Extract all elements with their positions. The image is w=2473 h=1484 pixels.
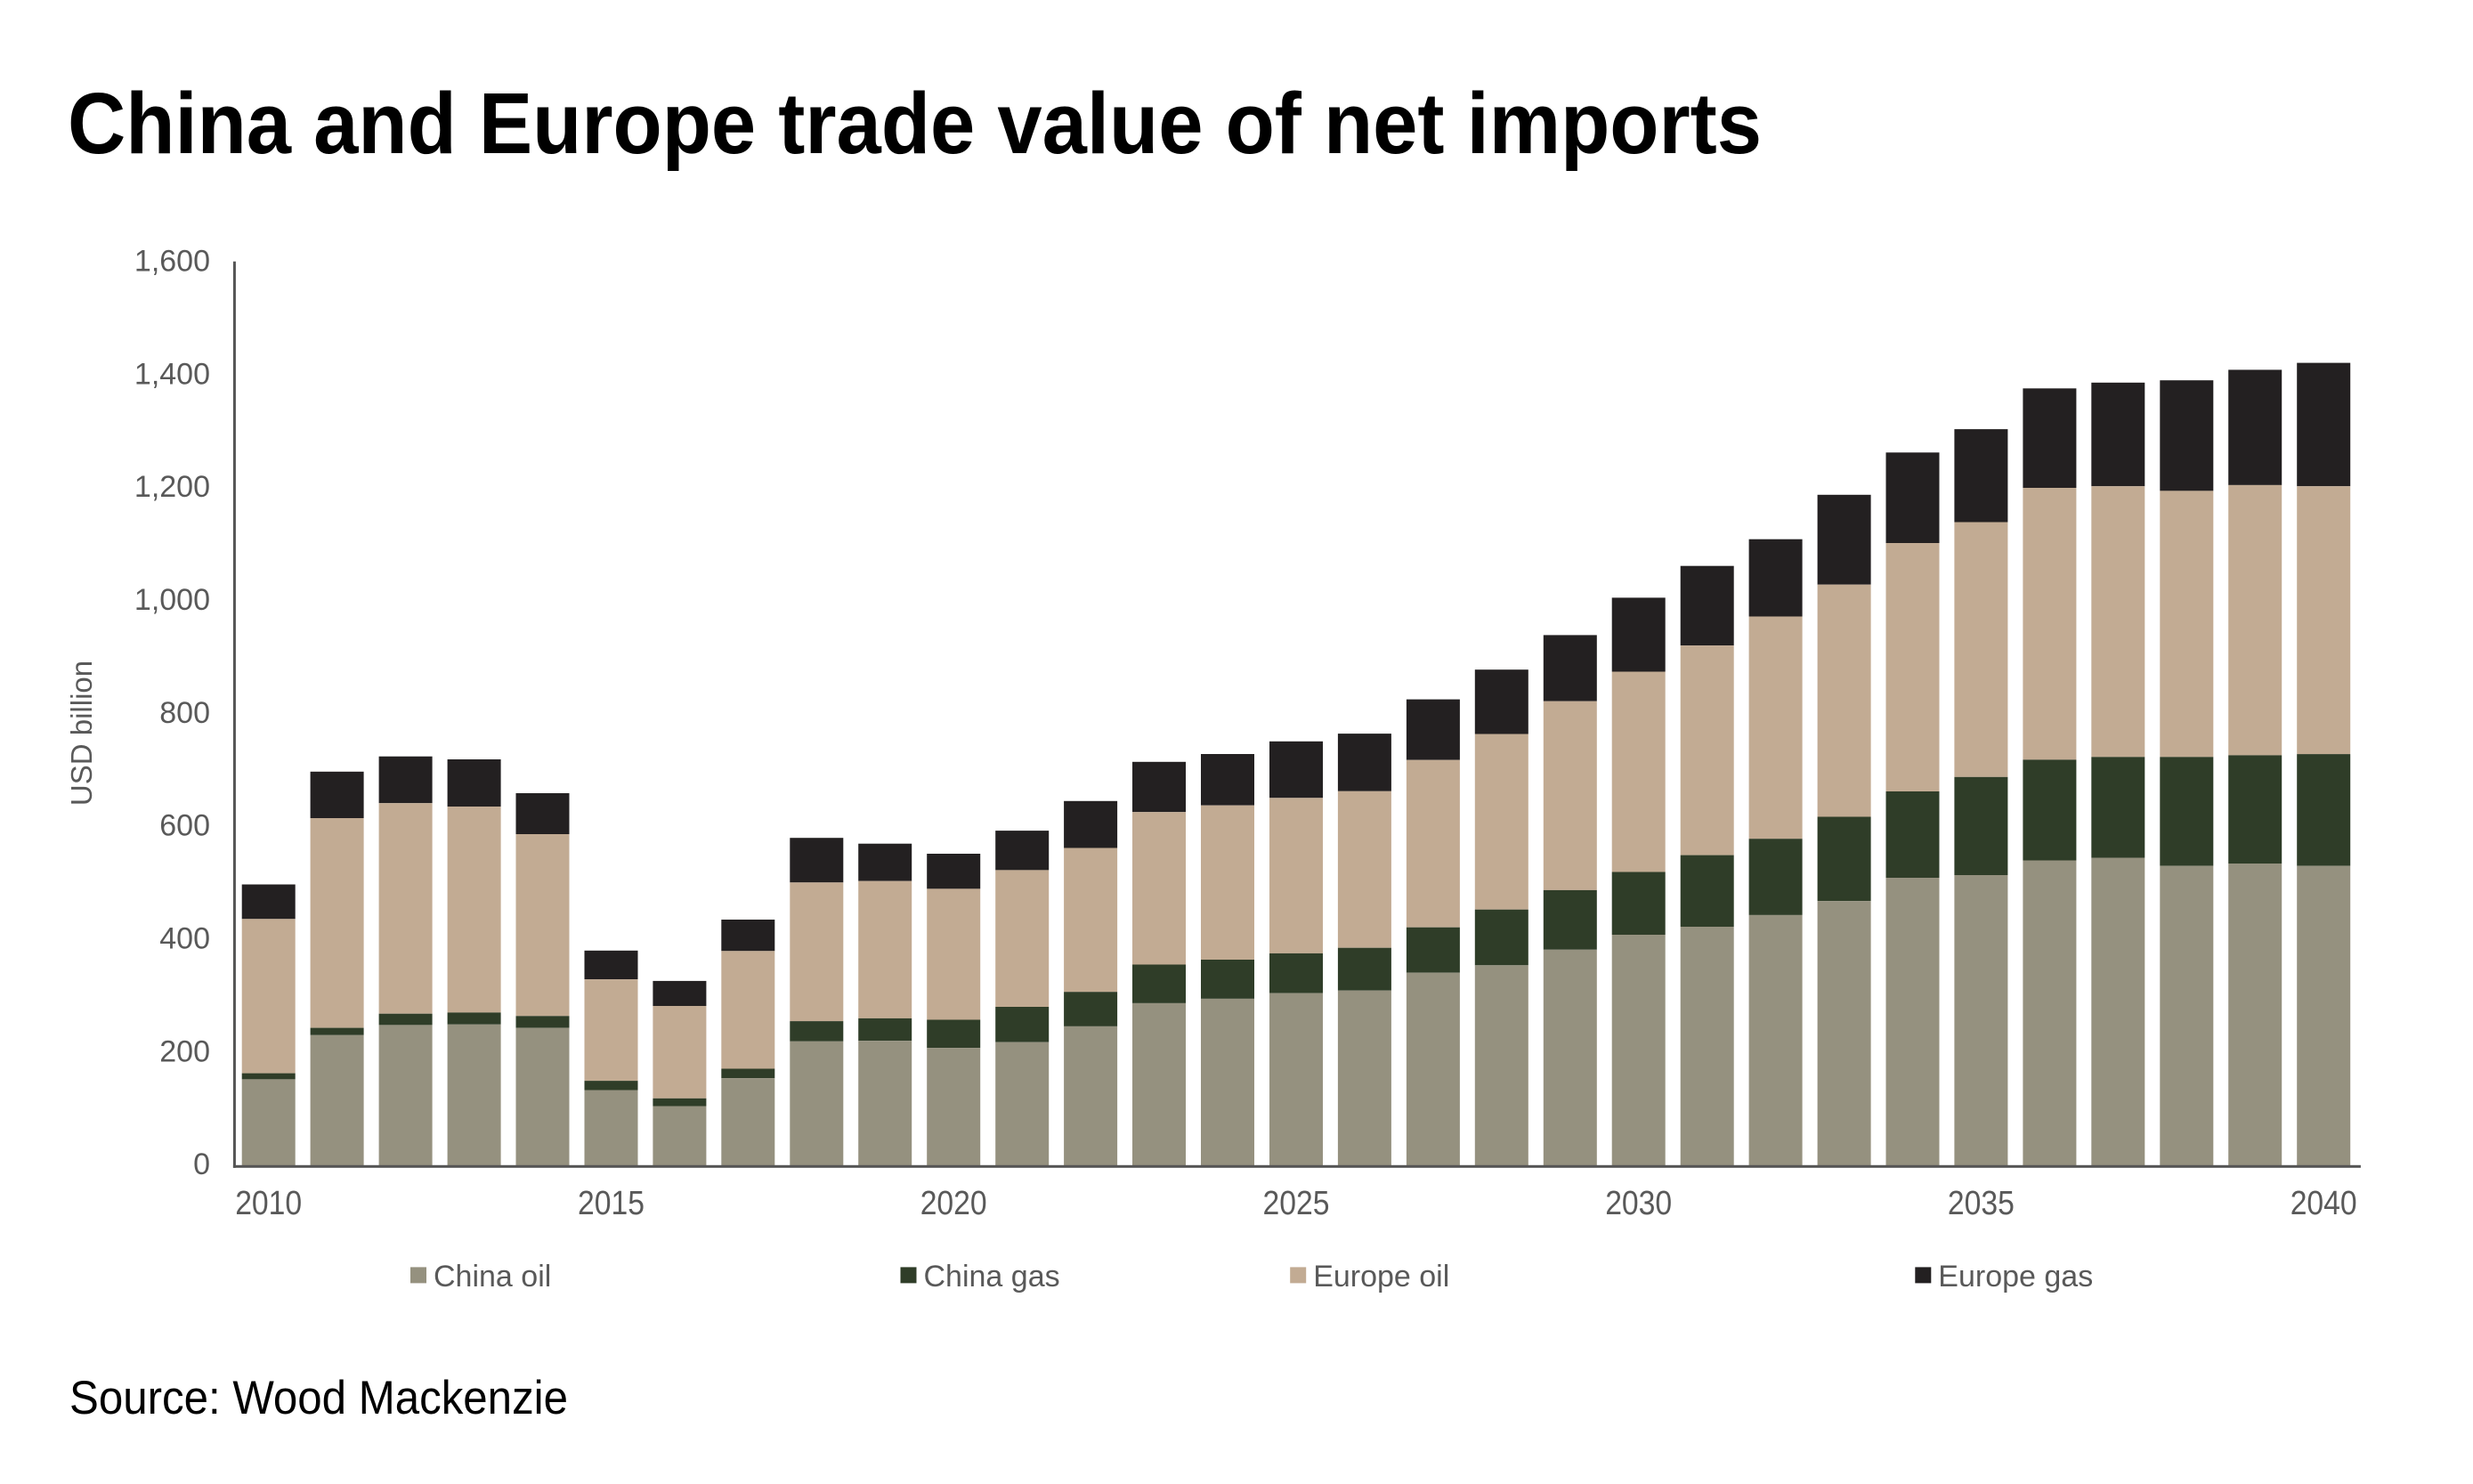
svg-text:Source: Wood Mackenzie: Source: Wood Mackenzie: [69, 1372, 568, 1424]
svg-text:2025: 2025: [1263, 1185, 1330, 1222]
svg-text:1,600: 1,600: [134, 244, 210, 278]
svg-text:2040: 2040: [2291, 1185, 2357, 1222]
svg-text:2035: 2035: [1948, 1185, 2015, 1222]
svg-text:2020: 2020: [920, 1185, 987, 1222]
svg-text:USD billion: USD billion: [65, 661, 98, 806]
svg-text:600: 600: [159, 809, 210, 843]
svg-text:1,000: 1,000: [134, 583, 210, 617]
svg-text:1,200: 1,200: [134, 470, 210, 504]
svg-text:2030: 2030: [1605, 1185, 1672, 1222]
svg-text:2015: 2015: [578, 1185, 645, 1222]
svg-text:China oil: China oil: [434, 1260, 551, 1293]
svg-text:2010: 2010: [235, 1185, 302, 1222]
svg-text:800: 800: [159, 696, 210, 730]
svg-text:China and Europe trade value o: China and Europe trade value of net impo…: [68, 75, 1762, 172]
svg-text:400: 400: [159, 922, 210, 956]
svg-text:0: 0: [193, 1147, 210, 1181]
svg-text:1,400: 1,400: [134, 357, 210, 391]
svg-text:200: 200: [159, 1034, 210, 1068]
svg-text:China gas: China gas: [924, 1260, 1060, 1293]
svg-text:Europe oil: Europe oil: [1313, 1260, 1449, 1293]
svg-text:Europe gas: Europe gas: [1938, 1260, 2093, 1293]
